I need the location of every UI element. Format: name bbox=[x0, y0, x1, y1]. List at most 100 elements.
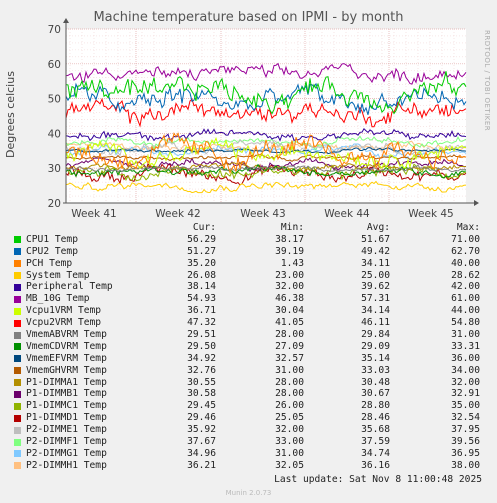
legend-min: 38.17 bbox=[275, 233, 304, 245]
legend-max: 62.70 bbox=[451, 245, 480, 257]
legend-max: 31.00 bbox=[451, 329, 480, 341]
legend-max: 38.00 bbox=[451, 459, 480, 471]
legend-avg: 29.09 bbox=[361, 340, 390, 352]
legend-row: VmemABVRM Temp 29.51 28.00 29.84 31.00 bbox=[14, 329, 484, 341]
legend-row: VmemGHVRM Temp 32.76 31.00 33.03 34.00 bbox=[14, 365, 484, 377]
legend-row: PCH Temp 35.20 1.43 34.11 40.00 bbox=[14, 258, 484, 270]
chart-plot: 20 30 40 50 60 70 Week 41 Week 42 Week 43 Week 44… bbox=[48, 18, 479, 220]
legend-max: 37.95 bbox=[451, 424, 480, 436]
legend-max: 54.80 bbox=[451, 317, 480, 329]
legend-series-name: P2-DIMMG1 Temp bbox=[26, 447, 107, 459]
legend-table: Cur: Min: Avg: Max: CPU1 Temp 56.29 38.17 5… bbox=[14, 222, 484, 472]
series-line-vmemghvrm-temp bbox=[65, 154, 467, 163]
legend-cur: 29.45 bbox=[187, 400, 216, 412]
x-tick-label: Week 41 bbox=[71, 208, 116, 220]
legend-max: 32.91 bbox=[451, 388, 480, 400]
legend-row: P2-DIMMG1 Temp 34.96 31.00 34.74 36.95 bbox=[14, 448, 484, 460]
series-line-p2-dimme1-temp bbox=[65, 139, 467, 157]
legend-min: 27.09 bbox=[275, 340, 304, 352]
series-line-mb-10g-temp bbox=[65, 62, 467, 85]
legend-row: System Temp 26.08 23.00 25.00 28.62 bbox=[14, 270, 484, 282]
legend-header: Cur: Min: Avg: Max: bbox=[14, 222, 484, 234]
legend-series-name: P2-DIMME1 Temp bbox=[26, 424, 107, 436]
legend-avg: 39.62 bbox=[361, 281, 390, 293]
legend-swatch bbox=[14, 450, 21, 458]
legend-series-name: VmemGHVRM Temp bbox=[26, 364, 107, 376]
x-tick-label: Week 43 bbox=[240, 208, 285, 220]
y-tick-label: 30 bbox=[48, 163, 61, 175]
legend-row: VmemCDVRM Temp 29.50 27.09 29.09 33.31 bbox=[14, 341, 484, 353]
legend-min: 26.00 bbox=[275, 400, 304, 412]
y-tick-label: 70 bbox=[48, 24, 61, 36]
y-axis-arrow bbox=[63, 18, 69, 23]
series-line-system-temp bbox=[65, 180, 467, 194]
legend-series-name: VmemABVRM Temp bbox=[26, 329, 107, 341]
legend-series-name: P2-DIMMH1 Temp bbox=[26, 459, 107, 471]
col-max: Max: bbox=[456, 222, 480, 233]
legend-min: 32.57 bbox=[275, 352, 304, 364]
legend-series-name: P1-DIMMC1 Temp bbox=[26, 400, 107, 412]
legend-cur: 35.20 bbox=[187, 257, 216, 269]
legend-swatch bbox=[14, 343, 21, 351]
legend-cur: 29.46 bbox=[187, 412, 216, 424]
legend-swatch bbox=[14, 414, 21, 422]
legend-swatch bbox=[14, 260, 21, 268]
legend-series-name: P2-DIMMF1 Temp bbox=[26, 436, 107, 448]
col-avg: Avg: bbox=[366, 222, 390, 233]
legend-max: 36.95 bbox=[451, 447, 480, 459]
legend-avg: 33.03 bbox=[361, 364, 390, 376]
legend-min: 39.19 bbox=[275, 245, 304, 257]
legend-max: 32.54 bbox=[451, 412, 480, 424]
legend-avg: 34.11 bbox=[361, 257, 390, 269]
legend-cur: 26.08 bbox=[187, 269, 216, 281]
legend-cur: 37.67 bbox=[187, 436, 216, 448]
legend-max: 34.00 bbox=[451, 364, 480, 376]
col-cur: Cur: bbox=[192, 222, 216, 233]
legend-cur: 36.71 bbox=[187, 305, 216, 317]
series-line-vmemabvrm-temp bbox=[65, 164, 467, 173]
x-tick-label: Week 44 bbox=[324, 208, 370, 220]
legend-min: 41.05 bbox=[275, 317, 304, 329]
legend-series-name: VmemCDVRM Temp bbox=[26, 340, 107, 352]
legend-row: P1-DIMMA1 Temp 30.55 28.00 30.48 32.00 bbox=[14, 377, 484, 389]
legend-row: VmemEFVRM Temp 34.92 32.57 35.14 36.00 bbox=[14, 353, 484, 365]
y-tick-label: 20 bbox=[48, 198, 61, 210]
legend-row: P2-DIMME1 Temp 35.92 32.00 35.68 37.95 bbox=[14, 424, 484, 436]
legend-min: 33.00 bbox=[275, 436, 304, 448]
legend-series-name: P1-DIMMD1 Temp bbox=[26, 412, 107, 424]
legend-swatch bbox=[14, 283, 21, 291]
legend-series-name: P1-DIMMB1 Temp bbox=[26, 388, 107, 400]
series-line-cpu2-temp bbox=[65, 82, 467, 115]
legend-max: 71.00 bbox=[451, 233, 480, 245]
legend-swatch bbox=[14, 236, 21, 244]
legend-row: P2-DIMMF1 Temp 37.67 33.00 37.59 39.56 bbox=[14, 436, 484, 448]
legend-swatch bbox=[14, 379, 21, 387]
legend-row: Peripheral Temp 38.14 32.00 39.62 42.00 bbox=[14, 281, 484, 293]
x-tick-label: Week 42 bbox=[155, 208, 200, 220]
legend-avg: 49.42 bbox=[361, 245, 390, 257]
x-tick-label: Week 45 bbox=[408, 208, 453, 220]
legend-series-name: P1-DIMMA1 Temp bbox=[26, 376, 107, 388]
legend-min: 28.00 bbox=[275, 376, 304, 388]
legend-min: 32.00 bbox=[275, 424, 304, 436]
legend-avg: 25.00 bbox=[361, 269, 390, 281]
legend-swatch bbox=[14, 307, 21, 315]
legend-swatch bbox=[14, 355, 21, 363]
legend-avg: 29.84 bbox=[361, 329, 390, 341]
legend-max: 40.00 bbox=[451, 257, 480, 269]
legend-cur: 30.58 bbox=[187, 388, 216, 400]
legend-min: 25.05 bbox=[275, 412, 304, 424]
legend-avg: 30.67 bbox=[361, 388, 390, 400]
legend-max: 44.00 bbox=[451, 305, 480, 317]
legend-max: 36.00 bbox=[451, 352, 480, 364]
legend-cur: 38.14 bbox=[187, 281, 216, 293]
legend-avg: 57.31 bbox=[361, 293, 390, 305]
y-tick-label: 60 bbox=[48, 59, 61, 71]
legend-series-name: CPU1 Temp bbox=[26, 233, 78, 245]
legend-cur: 29.50 bbox=[187, 340, 216, 352]
legend-swatch bbox=[14, 295, 21, 303]
legend-cur: 47.32 bbox=[187, 317, 216, 329]
legend-swatch bbox=[14, 367, 21, 375]
legend-series-name: MB_10G Temp bbox=[26, 293, 90, 305]
legend-row: P2-DIMMH1 Temp 36.21 32.05 36.16 38.00 bbox=[14, 460, 484, 472]
